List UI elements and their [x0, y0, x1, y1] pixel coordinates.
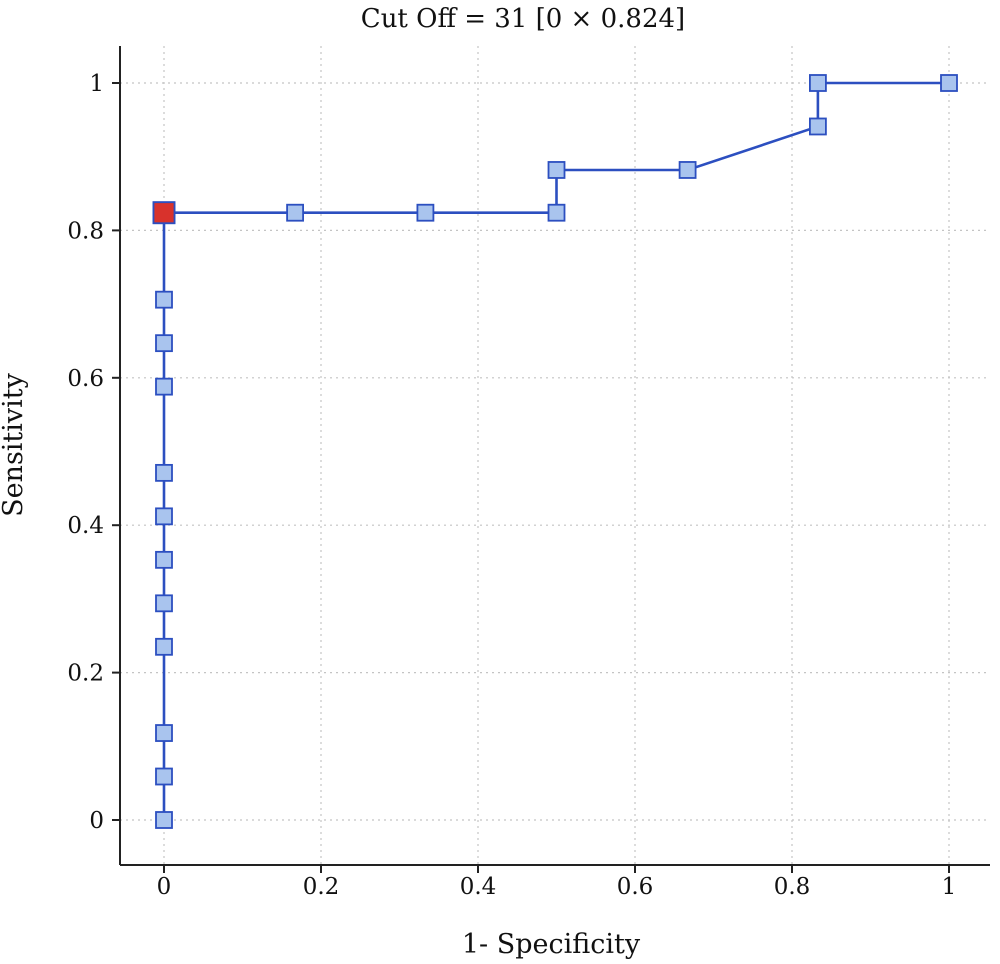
grid: [120, 46, 990, 865]
roc-point-marker: [286, 203, 304, 222]
roc-curve-line: [162, 81, 949, 820]
roc-series: [152, 74, 958, 829]
roc-point-marker: [678, 161, 697, 179]
roc-point-marker: [940, 74, 958, 92]
roc-point-marker: [155, 637, 173, 656]
y-axis-label: Sensitivity: [0, 372, 29, 517]
cutoff-point-marker: [152, 201, 176, 225]
x-tick-label: 0: [157, 874, 172, 900]
y-tick-label: 0: [89, 808, 104, 834]
x-tick-label: 1: [942, 874, 957, 900]
chart-title: Cut Off = 31 [0 × 0.824]: [361, 4, 685, 34]
roc-point-marker: [155, 290, 173, 309]
roc-point-marker: [155, 507, 173, 526]
y-tick-label: 0.2: [67, 661, 104, 687]
roc-point-marker: [809, 74, 827, 92]
roc-point-marker: [155, 594, 173, 613]
axes: [112, 46, 990, 873]
y-tick-label: 1: [89, 71, 104, 97]
y-tick-label: 0.8: [67, 218, 104, 244]
x-axis-label: 1- Specificity: [462, 929, 641, 960]
roc-point-marker: [809, 117, 827, 136]
roc-point-marker: [155, 724, 173, 742]
y-tick-label: 0.6: [67, 366, 104, 392]
tick-labels: 0 0.2 0.4 0.6 0.8 1 0 0.2 0.4 0.6 0.8 1: [67, 71, 956, 900]
roc-point-marker: [547, 161, 566, 179]
roc-point-marker: [155, 550, 173, 569]
x-tick-label: 0.4: [460, 874, 497, 900]
x-tick-label: 0.8: [774, 874, 811, 900]
y-tick-label: 0.4: [67, 513, 104, 539]
roc-point-marker: [155, 334, 173, 353]
roc-point-marker: [155, 811, 173, 829]
x-tick-label: 0.2: [303, 874, 340, 900]
roc-point-marker: [155, 767, 173, 786]
roc-point-marker: [547, 203, 566, 222]
roc-point-marker: [416, 203, 435, 222]
x-tick-label: 0.6: [617, 874, 654, 900]
roc-point-marker: [155, 377, 173, 396]
roc-point-marker: [155, 463, 173, 482]
